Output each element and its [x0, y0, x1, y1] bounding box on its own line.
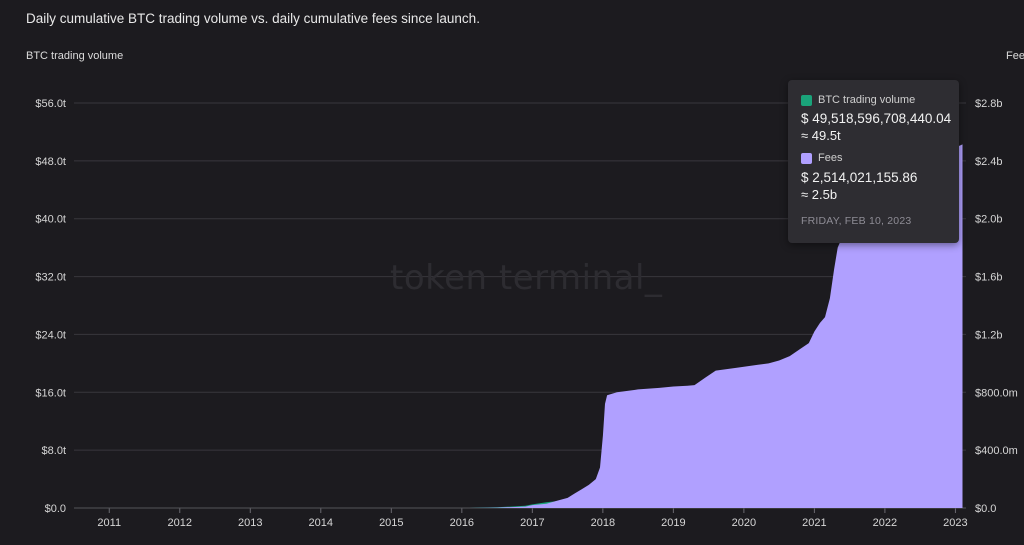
left-tick-label: $40.0t — [35, 214, 66, 226]
x-tick-label: 2011 — [97, 517, 121, 529]
left-tick-label: $56.0t — [35, 98, 66, 110]
tooltip-fees-value: $ 2,514,021,155.86 — [801, 170, 918, 185]
x-tick-label: 2015 — [379, 517, 403, 529]
right-tick-label: $1.2b — [975, 329, 1003, 341]
left-tick-label: $32.0t — [35, 272, 66, 284]
tooltip-fees-approx: ≈ 2.5b — [801, 187, 838, 202]
x-tick-label: 2014 — [309, 517, 333, 529]
left-tick-label: $0.0 — [45, 503, 66, 515]
left-tick-label: $8.0t — [42, 445, 66, 457]
left-tick-label: $48.0t — [35, 156, 66, 168]
series-area-fees — [468, 144, 963, 508]
x-tick-label: 2021 — [802, 517, 826, 529]
x-tick-label: 2017 — [520, 517, 544, 529]
tooltip-date: FRIDAY, FEB 10, 2023 — [801, 215, 912, 227]
volume-legend-swatch-icon — [801, 94, 812, 106]
tooltip-series-fees: Fees — [801, 152, 842, 164]
tooltip-volume-value: $ 49,518,596,708,440.04 — [801, 111, 952, 126]
right-tick-label: $2.8b — [975, 98, 1003, 110]
left-axis-title: BTC trading volume — [26, 50, 124, 62]
left-tick-label: $16.0t — [35, 387, 66, 399]
x-tick-label: 2013 — [238, 517, 262, 529]
chart-title: Daily cumulative BTC trading volume vs. … — [26, 11, 480, 26]
right-tick-label: $1.6b — [975, 272, 1003, 284]
x-tick-label: 2020 — [732, 517, 756, 529]
right-axis-title: Fees — [1006, 50, 1024, 62]
chart-tooltip: BTC trading volume $ 49,518,596,708,440.… — [788, 80, 959, 243]
tooltip-volume-label: BTC trading volume — [818, 94, 916, 106]
x-tick-label: 2016 — [450, 517, 474, 529]
right-tick-label: $2.0b — [975, 214, 1003, 226]
x-tick-label: 2018 — [591, 517, 615, 529]
tooltip-series-volume: BTC trading volume — [801, 94, 915, 106]
left-tick-label: $24.0t — [35, 329, 66, 341]
tooltip-volume-approx: ≈ 49.5t — [801, 128, 841, 143]
fees-legend-swatch-icon — [801, 152, 812, 164]
right-tick-label: $0.0 — [975, 503, 996, 515]
x-tick-label: 2022 — [873, 517, 897, 529]
tooltip-fees-label: Fees — [818, 152, 843, 164]
x-tick-label: 2023 — [943, 517, 967, 529]
right-tick-label: $2.4b — [975, 156, 1003, 168]
x-tick-label: 2019 — [661, 517, 685, 529]
watermark-logo: token terminal_ — [390, 258, 663, 298]
x-tick-label: 2012 — [168, 517, 192, 529]
right-tick-label: $800.0m — [975, 387, 1018, 399]
right-tick-label: $400.0m — [975, 445, 1018, 457]
